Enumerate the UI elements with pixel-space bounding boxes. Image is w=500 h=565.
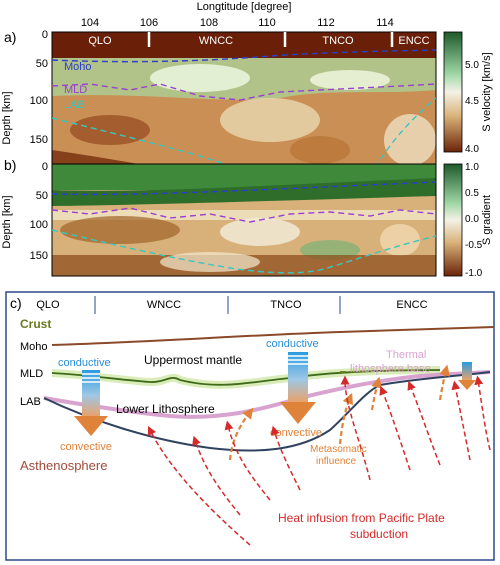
lab-label: LAB [64, 99, 85, 111]
conductive-arrow-3 [462, 362, 472, 380]
conductive-label-2: conductive [266, 338, 319, 350]
moho-boundary [51, 326, 495, 346]
x-axis-ticks: 104 106 108 110 112 114 [81, 17, 394, 29]
y-tick: 50 [36, 58, 48, 70]
region-label: TNCO [322, 35, 354, 47]
panel-b-label: b) [4, 157, 16, 173]
conductive-arrow-1 [82, 370, 100, 416]
moho-label-c: Moho [20, 341, 48, 353]
y-tick: 0 [42, 161, 48, 173]
moho-line [52, 49, 436, 63]
region-label: WNCC [147, 299, 181, 311]
thermal-base-label-1: Thermal [386, 349, 426, 361]
colorbar-tick: 0.0 [465, 214, 479, 225]
region-label: ENCC [396, 299, 427, 311]
x-tick: 112 [317, 17, 335, 29]
y-tick: 150 [30, 134, 48, 146]
x-tick: 114 [376, 17, 394, 29]
velocity-colorbar-ticks: 5.0 4.5 4.0 [465, 60, 479, 155]
region-label: QLO [36, 299, 60, 311]
gradient-colorbar-title: S gradient [481, 195, 493, 245]
lab-boundary [43, 371, 491, 452]
gradient-frame [51, 163, 437, 277]
gradient-colorbar [443, 163, 463, 277]
mld-boundary [51, 369, 441, 386]
y-title-b: Depth [km] [1, 195, 13, 248]
y-ticks-b: 0 50 100 150 [30, 161, 48, 262]
gradient-colorbar-ticks: 1.0 0.5 0.0 -0.5 -1.0 [465, 162, 483, 279]
colorbar-tick: -0.5 [465, 240, 483, 251]
interface-lines-b [52, 181, 436, 274]
x-tick: 108 [200, 17, 218, 29]
y-tick: 150 [30, 250, 48, 262]
colorbar-tick: -1.0 [465, 268, 483, 279]
x-axis-title: Longtitude [degree] [197, 1, 292, 13]
panel-c: c) QLO WNCC TNCO ENCC Crust Moho MLD LAB… [5, 291, 495, 561]
metasomatic-label-1: Metasomatic [310, 444, 367, 455]
lab-label-c: LAB [20, 396, 41, 408]
velocity-colorbar [443, 31, 463, 153]
x-tick: 110 [258, 17, 276, 29]
thermal-base-label-2: lithosphere base [350, 363, 431, 375]
region-label: QLO [88, 35, 112, 47]
panel-b: b) Depth [km] 0 50 100 150 1.0 [1, 157, 493, 279]
uppermost-mantle-label: Uppermost mantle [144, 353, 242, 367]
region-labels-a: QLO WNCC TNCO ENCC [88, 35, 429, 47]
line-labels-a: Moho MLD LAB [64, 61, 92, 111]
asthenosphere-label: Asthenosphere [20, 458, 107, 473]
convective-label-1: convective [60, 441, 112, 453]
y-tick: 100 [30, 219, 48, 231]
y-ticks-a: 0 50 100 150 [30, 29, 48, 146]
y-title-a: Depth [km] [1, 91, 13, 144]
y-tick: 0 [42, 29, 48, 41]
heat-infusion-label-2: subduction [350, 527, 408, 541]
lower-lithosphere-label: Lower Lithosphere [116, 402, 215, 416]
colorbar-tick: 0.5 [465, 188, 479, 199]
colorbar-tick: 5.0 [465, 60, 479, 71]
lab-line [52, 229, 436, 274]
convective-arrowhead-2 [280, 402, 316, 424]
region-label: TNCO [270, 299, 302, 311]
x-tick: 104 [81, 17, 99, 29]
moho-label: Moho [64, 61, 92, 73]
region-separators-c [94, 296, 341, 314]
panel-c-label: c) [10, 295, 22, 311]
colorbar-tick: 4.0 [465, 144, 479, 155]
mld-label-c: MLD [20, 368, 43, 380]
velocity-colorbar-title: S velocity [km/s] [481, 52, 493, 131]
region-label: ENCC [398, 35, 429, 47]
x-tick: 106 [140, 17, 158, 29]
colorbar-tick: 4.5 [465, 96, 479, 107]
colorbar-tick: 1.0 [465, 162, 479, 173]
conductive-label-1: conductive [58, 357, 111, 369]
gradient-section [52, 164, 436, 276]
moho-line [52, 181, 436, 196]
mld-label: MLD [64, 84, 87, 96]
mld-line [52, 83, 436, 101]
region-separators-a [147, 32, 394, 47]
convective-label-2: convective [270, 427, 322, 439]
crust-label: Crust [20, 317, 51, 331]
y-tick: 50 [36, 190, 48, 202]
region-labels-c: QLO WNCC TNCO ENCC [36, 299, 427, 311]
panel-a-label: a) [4, 29, 16, 45]
mld-line [52, 207, 436, 223]
heat-infusion-label-1: Heat infusion from Pacific Plate [278, 511, 445, 525]
region-label: WNCC [199, 35, 233, 47]
convective-arrowhead-1 [74, 416, 108, 436]
y-tick: 100 [30, 95, 48, 107]
metasomatic-arrows [228, 364, 451, 461]
metasomatic-label-2: influence [316, 456, 356, 467]
heat-arrows [147, 375, 491, 546]
